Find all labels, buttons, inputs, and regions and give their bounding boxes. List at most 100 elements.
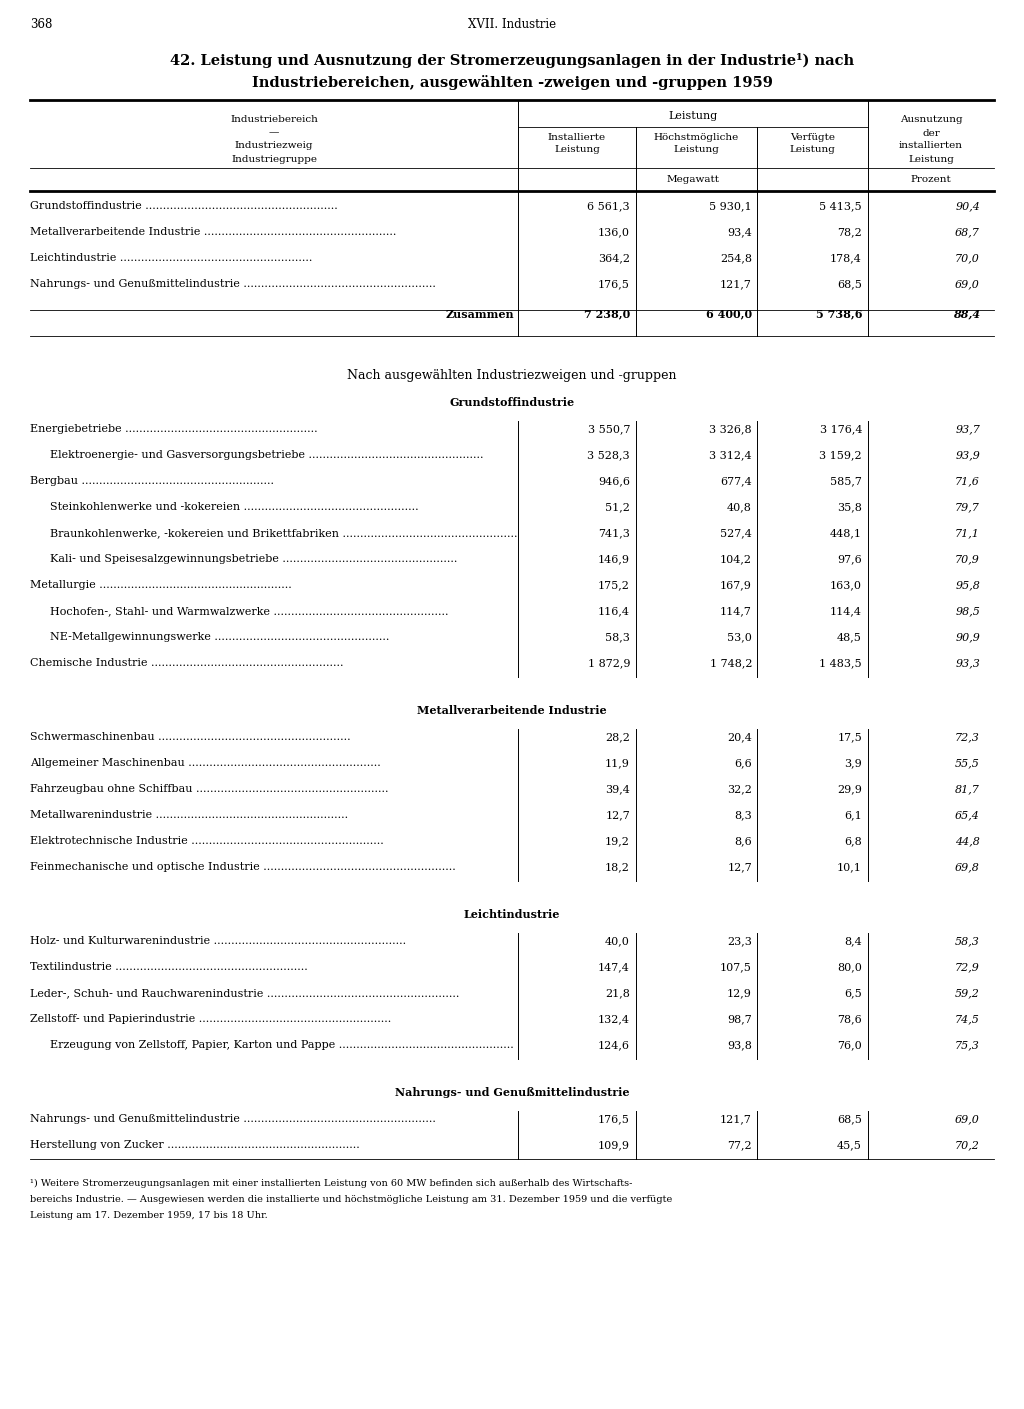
Text: 6 561,3: 6 561,3 xyxy=(588,201,630,211)
Text: 68,7: 68,7 xyxy=(955,227,980,237)
Text: 72,3: 72,3 xyxy=(955,733,980,743)
Text: 21,8: 21,8 xyxy=(605,988,630,998)
Text: 98,5: 98,5 xyxy=(955,606,980,616)
Text: Leistung am 17. Dezember 1959, 17 bis 18 Uhr.: Leistung am 17. Dezember 1959, 17 bis 18… xyxy=(30,1210,267,1220)
Text: 28,2: 28,2 xyxy=(605,733,630,743)
Text: 3 176,4: 3 176,4 xyxy=(819,424,862,434)
Text: Grundstoffindustrie .......................................................: Grundstoffindustrie ....................… xyxy=(30,201,338,211)
Text: 3 550,7: 3 550,7 xyxy=(588,424,630,434)
Text: 80,0: 80,0 xyxy=(838,962,862,972)
Text: 72,9: 72,9 xyxy=(955,962,980,972)
Text: ¹) Weitere Stromerzeugungsanlagen mit einer installierten Leistung von 60 MW bef: ¹) Weitere Stromerzeugungsanlagen mit ei… xyxy=(30,1179,633,1188)
Text: Chemische Industrie .......................................................: Chemische Industrie ....................… xyxy=(30,658,343,668)
Text: 78,2: 78,2 xyxy=(838,227,862,237)
Text: 3 528,3: 3 528,3 xyxy=(588,449,630,459)
Text: Leistung: Leistung xyxy=(674,145,720,155)
Text: 19,2: 19,2 xyxy=(605,836,630,845)
Text: 45,5: 45,5 xyxy=(838,1140,862,1150)
Text: Herstellung von Zucker .......................................................: Herstellung von Zucker .................… xyxy=(30,1140,359,1150)
Text: 70,0: 70,0 xyxy=(955,254,980,263)
Text: Textilindustrie .......................................................: Textilindustrie ........................… xyxy=(30,962,308,972)
Text: 68,5: 68,5 xyxy=(838,279,862,289)
Text: 40,0: 40,0 xyxy=(605,936,630,945)
Text: 35,8: 35,8 xyxy=(838,502,862,511)
Text: Grundstoffindustrie: Grundstoffindustrie xyxy=(450,397,574,409)
Text: 10,1: 10,1 xyxy=(838,862,862,872)
Text: Industriebereichen, ausgewählten -zweigen und -gruppen 1959: Industriebereichen, ausgewählten -zweige… xyxy=(252,75,772,90)
Text: XVII. Industrie: XVII. Industrie xyxy=(468,18,556,31)
Text: —: — xyxy=(269,128,280,138)
Text: 124,6: 124,6 xyxy=(598,1040,630,1050)
Text: Installierte: Installierte xyxy=(548,132,606,141)
Text: Schwermaschinenbau .......................................................: Schwermaschinenbau .....................… xyxy=(30,733,350,743)
Text: der: der xyxy=(923,128,940,138)
Text: 75,3: 75,3 xyxy=(955,1040,980,1050)
Text: 5 413,5: 5 413,5 xyxy=(819,201,862,211)
Text: 78,6: 78,6 xyxy=(838,1014,862,1024)
Text: 93,7: 93,7 xyxy=(955,424,980,434)
Text: Kali- und Speisesalzgewinnungsbetriebe .........................................: Kali- und Speisesalzgewinnungsbetriebe .… xyxy=(50,554,458,564)
Text: 448,1: 448,1 xyxy=(830,528,862,538)
Text: 23,3: 23,3 xyxy=(727,936,752,945)
Text: Industriezweig: Industriezweig xyxy=(234,141,313,151)
Text: 53,0: 53,0 xyxy=(727,633,752,643)
Text: Leichtindustrie .......................................................: Leichtindustrie ........................… xyxy=(30,254,312,263)
Text: 146,9: 146,9 xyxy=(598,554,630,564)
Text: 136,0: 136,0 xyxy=(598,227,630,237)
Text: Hochofen-, Stahl- und Warmwalzwerke ............................................: Hochofen-, Stahl- und Warmwalzwerke ....… xyxy=(50,606,449,616)
Text: 163,0: 163,0 xyxy=(830,581,862,590)
Text: 58,3: 58,3 xyxy=(955,936,980,945)
Text: 6 400,0: 6 400,0 xyxy=(706,309,752,320)
Text: 88,4: 88,4 xyxy=(953,309,980,320)
Text: 7 238,0: 7 238,0 xyxy=(584,309,630,320)
Text: 121,7: 121,7 xyxy=(720,279,752,289)
Text: Höchstmögliche: Höchstmögliche xyxy=(654,132,739,141)
Text: 677,4: 677,4 xyxy=(720,476,752,486)
Text: Metallurgie .......................................................: Metallurgie ............................… xyxy=(30,581,292,590)
Text: 76,0: 76,0 xyxy=(838,1040,862,1050)
Text: 98,7: 98,7 xyxy=(727,1014,752,1024)
Text: 55,5: 55,5 xyxy=(955,758,980,768)
Text: 70,9: 70,9 xyxy=(955,554,980,564)
Text: 90,4: 90,4 xyxy=(955,201,980,211)
Text: 44,8: 44,8 xyxy=(955,836,980,845)
Text: 116,4: 116,4 xyxy=(598,606,630,616)
Text: 176,5: 176,5 xyxy=(598,279,630,289)
Text: Energiebetriebe .......................................................: Energiebetriebe ........................… xyxy=(30,424,317,434)
Text: 114,4: 114,4 xyxy=(830,606,862,616)
Text: Elektroenergie- und Gasversorgungsbetriebe .....................................: Elektroenergie- und Gasversorgungsbetrie… xyxy=(50,449,483,459)
Text: 8,4: 8,4 xyxy=(844,936,862,945)
Text: Metallverarbeitende Industrie ..................................................: Metallverarbeitende Industrie ..........… xyxy=(30,227,396,237)
Text: Holz- und Kulturwarenindustrie .................................................: Holz- und Kulturwarenindustrie .........… xyxy=(30,936,407,945)
Text: 17,5: 17,5 xyxy=(838,733,862,743)
Text: Feinmechanische und optische Industrie .........................................: Feinmechanische und optische Industrie .… xyxy=(30,862,456,872)
Text: Prozent: Prozent xyxy=(910,176,951,185)
Text: 368: 368 xyxy=(30,18,52,31)
Text: 3 326,8: 3 326,8 xyxy=(710,424,752,434)
Text: 167,9: 167,9 xyxy=(720,581,752,590)
Text: Elektrotechnische Industrie ....................................................: Elektrotechnische Industrie ............… xyxy=(30,836,384,845)
Text: 69,0: 69,0 xyxy=(955,279,980,289)
Text: 121,7: 121,7 xyxy=(720,1115,752,1124)
Text: 946,6: 946,6 xyxy=(598,476,630,486)
Text: 6,5: 6,5 xyxy=(844,988,862,998)
Text: 39,4: 39,4 xyxy=(605,783,630,795)
Text: Leichtindustrie: Leichtindustrie xyxy=(464,909,560,920)
Text: 8,3: 8,3 xyxy=(734,810,752,820)
Text: 81,7: 81,7 xyxy=(955,783,980,795)
Text: 741,3: 741,3 xyxy=(598,528,630,538)
Text: Ausnutzung: Ausnutzung xyxy=(900,116,963,124)
Text: 77,2: 77,2 xyxy=(727,1140,752,1150)
Text: 527,4: 527,4 xyxy=(720,528,752,538)
Text: Braunkohlenwerke, -kokereien und Brikettfabriken ...............................: Braunkohlenwerke, -kokereien und Brikett… xyxy=(50,528,517,538)
Text: 107,5: 107,5 xyxy=(720,962,752,972)
Text: 93,8: 93,8 xyxy=(727,1040,752,1050)
Text: 95,8: 95,8 xyxy=(955,581,980,590)
Text: Fahrzeugbau ohne Schiffbau .....................................................: Fahrzeugbau ohne Schiffbau .............… xyxy=(30,783,388,795)
Text: 3 159,2: 3 159,2 xyxy=(819,449,862,459)
Text: 3 312,4: 3 312,4 xyxy=(710,449,752,459)
Text: Erzeugung von Zellstoff, Papier, Karton und Pappe ..............................: Erzeugung von Zellstoff, Papier, Karton … xyxy=(50,1040,514,1050)
Text: 42. Leistung und Ausnutzung der Stromerzeugungsanlagen in der Industrie¹) nach: 42. Leistung und Ausnutzung der Stromerz… xyxy=(170,52,854,68)
Text: Allgemeiner Maschinenbau .......................................................: Allgemeiner Maschinenbau ...............… xyxy=(30,758,381,768)
Text: 8,6: 8,6 xyxy=(734,836,752,845)
